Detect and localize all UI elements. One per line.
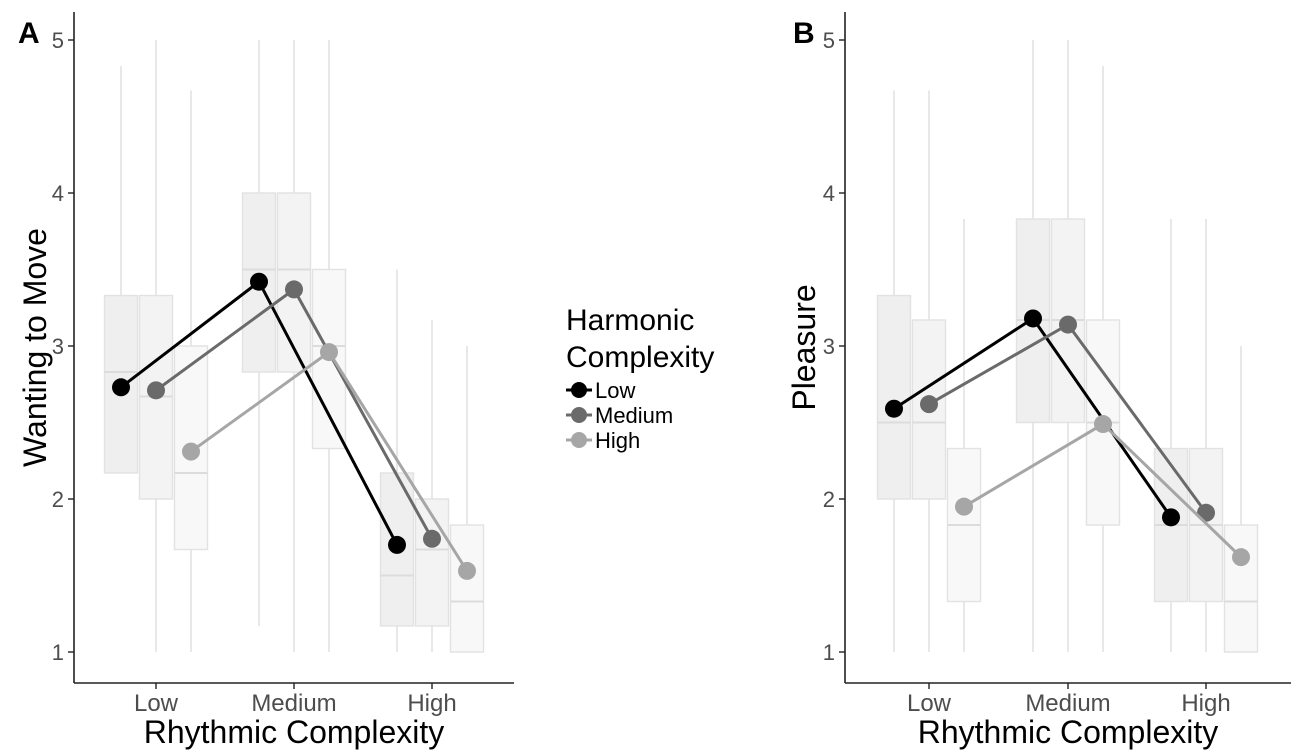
legend-key-point-low [571,382,587,398]
panel-a-box-high-2 [449,524,485,653]
panel-b-y-axis-title: Pleasure [786,284,822,410]
panel-a-x-tick-label-medium: Medium [251,690,336,717]
panel-a-x-tick-label-low: Low [134,690,179,717]
legend-key-point-medium [571,407,587,423]
panel-b-box-low-0 [876,294,912,500]
panel-b-y-tick-label-5: 5 [823,28,835,53]
panel-a-point-low-0 [112,378,130,397]
panel-a-point-high-1 [320,343,338,362]
panel-a-y-tick-label-5: 5 [52,28,64,53]
panel-b-y-tick-label-4: 4 [823,181,835,206]
panel-b-x-tick-label-medium: Medium [1025,690,1110,717]
legend-label-medium: Medium [595,403,673,428]
panel-a-tag: A [18,17,40,50]
legend-title-line2: Complexity [566,341,714,374]
panel-a-y-tick-label-1: 1 [52,640,64,665]
legend-label-low: Low [595,378,635,403]
panel-a-x-axis-title: Rhythmic Complexity [144,714,445,750]
panel-b-x-tick-label-high: High [1181,690,1230,717]
panel-a-point-medium-0 [147,381,165,400]
panel-a-y-tick-label-2: 2 [52,487,64,512]
panel-a-point-high-2 [458,561,476,580]
panel-b-point-low-2 [1162,508,1180,527]
panel-b-point-low-1 [1024,309,1042,328]
panel-b-tag: B [793,17,815,50]
panel-a-point-low-1 [250,272,268,291]
panel-a-box-medium-1 [276,192,312,373]
legend-title-line1: Harmonic [566,304,694,337]
panel-b-point-high-2 [1232,548,1250,567]
panel-b-y-tick-label-2: 2 [823,487,835,512]
panel-b-point-high-1 [1094,415,1112,434]
panel-b-x-axis-title: Rhythmic Complexity [918,714,1219,750]
panel-a-point-low-2 [388,535,406,554]
panel-a-y-tick-label-4: 4 [52,181,64,206]
panel-a-point-medium-2 [423,529,441,548]
panel-b-y-tick-label-1: 1 [823,640,835,665]
panel-a-point-high-0 [182,442,200,461]
panel-b-point-low-0 [885,399,903,418]
panel-b-point-high-0 [955,497,973,516]
panel-b-point-medium-1 [1059,315,1077,334]
panel-a-x-tick-label-high: High [407,690,456,717]
legend-label-high: High [595,428,640,453]
legend-key-point-high [571,432,587,448]
panel-a-y-tick-label-3: 3 [52,334,64,359]
panel-b-y-tick-label-3: 3 [823,334,835,359]
panel-b-x-tick-label-low: Low [907,690,952,717]
panel-a-y-axis-title: Wanting to Move [17,228,53,467]
panel-a-point-medium-1 [285,280,303,299]
panel-b-point-medium-0 [920,395,938,414]
